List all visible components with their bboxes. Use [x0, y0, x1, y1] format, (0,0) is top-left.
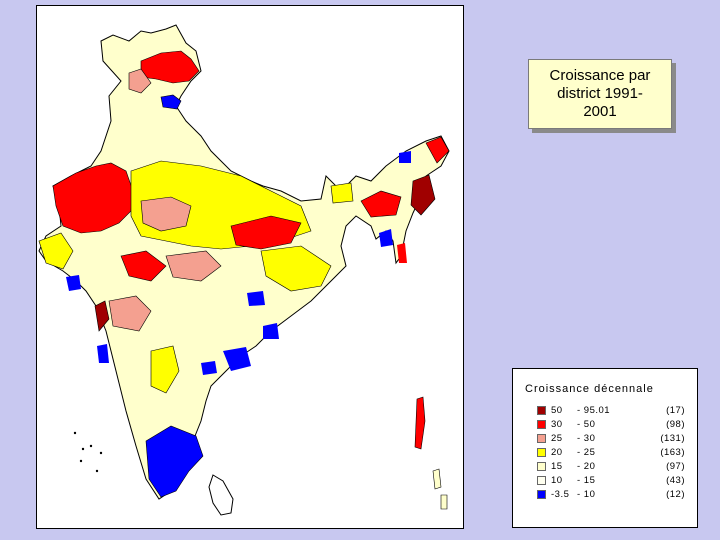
- legend-low: 20: [551, 447, 563, 458]
- sri-lanka-outline: [208, 474, 234, 516]
- lakshadweep-isle-6: [99, 451, 103, 455]
- legend-count: (98): [666, 419, 685, 430]
- region-deccan-yellow: [150, 345, 180, 394]
- legend-count: (163): [660, 447, 685, 458]
- region-north-red: [140, 50, 200, 84]
- region-blue-west: [97, 344, 109, 363]
- legend-row: 15 - 20 (97): [537, 461, 687, 473]
- region-central-salmon: [165, 250, 222, 282]
- map-title-box: Croissance par district 1991-2001: [528, 59, 672, 129]
- legend-high: - 30: [577, 433, 596, 444]
- region-gangetic-salmon: [140, 196, 192, 232]
- region-blue-ap2: [201, 361, 217, 375]
- region-ne-darkred: [410, 174, 436, 216]
- legend-row: 30 - 50 (98): [537, 419, 687, 431]
- region-blue-andhra: [223, 347, 251, 371]
- legend-row: 25 - 30 (131): [537, 433, 687, 445]
- india-landmass: [38, 24, 450, 500]
- legend-swatch: [537, 490, 546, 499]
- legend-high: - 15: [577, 475, 596, 486]
- legend-row: 10 - 15 (43): [537, 475, 687, 487]
- region-maharashtra-salmon: [108, 295, 152, 332]
- legend-low: 30: [551, 419, 563, 430]
- legend-count: (12): [666, 489, 685, 500]
- legend-count: (131): [660, 433, 685, 444]
- region-ne-red-top: [425, 136, 450, 164]
- lakshadweep-isle-2: [81, 447, 85, 451]
- region-gujarat-yellow: [38, 232, 74, 270]
- legend-row: 20 - 25 (163): [537, 447, 687, 459]
- legend-row: 50 - 95.01 (17): [537, 405, 687, 417]
- legend-row: -3.5 - 10 (12): [537, 489, 687, 501]
- nicobar-south: [440, 494, 448, 510]
- legend-high: - 50: [577, 419, 596, 430]
- district-growth-map: [38, 24, 450, 516]
- legend-high: - 95.01: [577, 405, 611, 416]
- legend-low: 50: [551, 405, 563, 416]
- region-blue-ne2: [379, 229, 393, 247]
- legend-low: -3.5: [551, 489, 570, 500]
- region-ne-red-strip: [397, 243, 407, 263]
- andaman-islands: [414, 396, 426, 450]
- region-blue-ne1: [399, 151, 411, 163]
- map-frame: [36, 5, 464, 529]
- region-gangetic-red: [230, 215, 302, 250]
- legend-box: Croissance décennale 50 - 95.01 (17) 30 …: [512, 368, 698, 528]
- legend-swatch: [537, 462, 546, 471]
- legend-title: Croissance décennale: [525, 383, 654, 395]
- map-title: Croissance par district 1991-2001: [549, 67, 651, 120]
- region-north-salmon: [128, 68, 152, 94]
- lakshadweep-isle-1: [73, 431, 77, 435]
- region-blue-central: [247, 291, 265, 306]
- region-east-yellow: [260, 245, 332, 292]
- legend-swatch: [537, 434, 546, 443]
- legend-low: 25: [551, 433, 563, 444]
- legend-count: (97): [666, 461, 685, 472]
- region-blue-orissa: [263, 323, 279, 339]
- legend-swatch: [537, 476, 546, 485]
- legend-low: 15: [551, 461, 563, 472]
- legend-low: 10: [551, 475, 563, 486]
- legend-swatch: [537, 420, 546, 429]
- lakshadweep-isle-4: [89, 444, 93, 448]
- region-mumbai-darkred: [94, 300, 110, 332]
- region-north-blue: [160, 94, 182, 110]
- region-ne-red: [360, 190, 402, 218]
- legend-high: - 10: [577, 489, 596, 500]
- legend-swatch: [537, 448, 546, 457]
- legend-count: (43): [666, 475, 685, 486]
- lakshadweep-isle-3: [79, 459, 83, 463]
- region-blue-gujarat: [66, 275, 81, 291]
- legend-high: - 20: [577, 461, 596, 472]
- region-central-red: [120, 250, 167, 282]
- region-blue-south: [145, 425, 204, 498]
- legend-count: (17): [666, 405, 685, 416]
- legend-swatch: [537, 406, 546, 415]
- nicobar-islands: [432, 468, 442, 490]
- region-ne-yellow: [330, 182, 354, 204]
- lakshadweep-isle-5: [95, 469, 99, 473]
- legend-high: - 25: [577, 447, 596, 458]
